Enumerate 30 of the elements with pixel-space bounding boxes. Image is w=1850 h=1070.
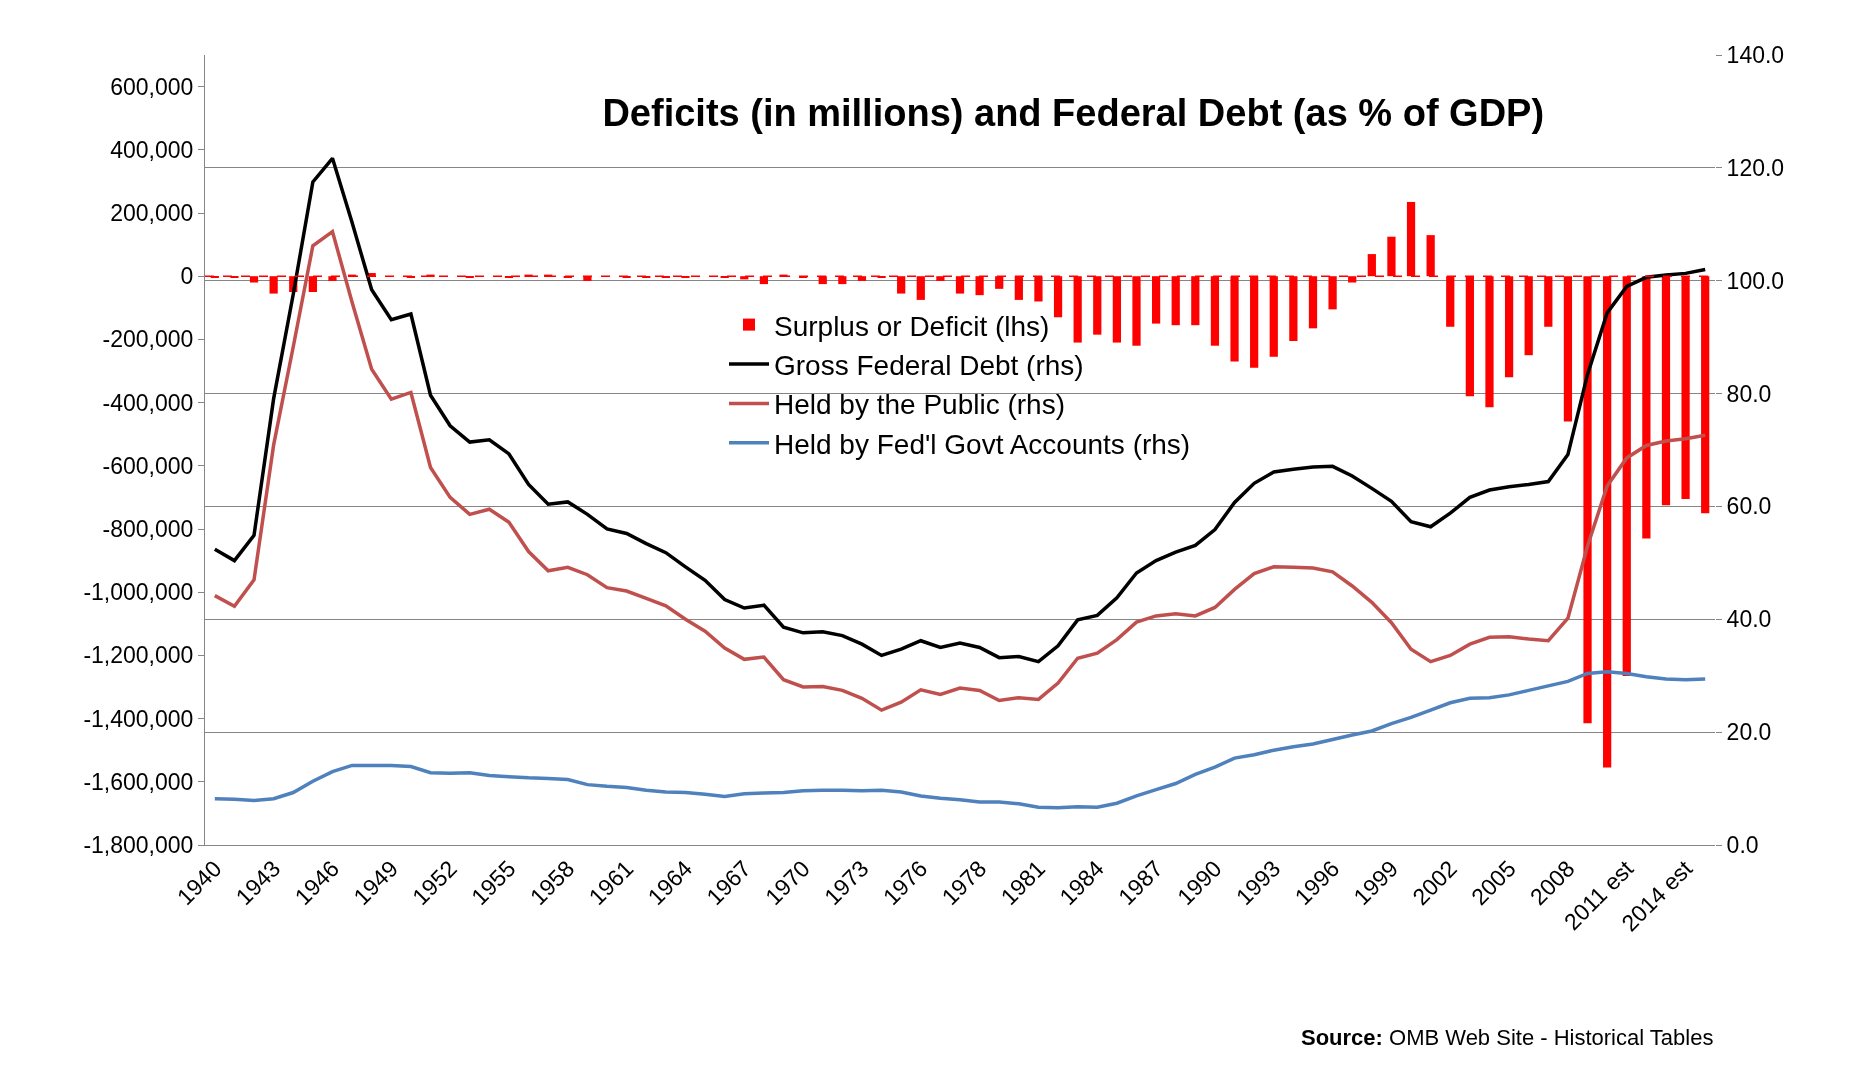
legend-label: Surplus or Deficit (lhs) <box>774 310 1050 342</box>
y-tick-label: 400,000 <box>110 136 194 163</box>
text: Deficits (in millions) and Federal Debt (as % of GDP) <box>602 91 1545 134</box>
y-tick-label: -1,000,000 <box>83 579 194 606</box>
y-tick-label: 200,000 <box>110 200 194 227</box>
source-note: Source: OMB Web Site - Historical Tables <box>1301 1025 1714 1050</box>
y2-tick-label: 80.0 <box>1726 380 1772 407</box>
y2-tick-label: 60.0 <box>1726 493 1772 520</box>
y-tick-label: -800,000 <box>102 516 194 543</box>
y2-tick-label: 40.0 <box>1726 606 1772 633</box>
y2-tick-label: 20.0 <box>1726 719 1772 746</box>
y-tick-label: 600,000 <box>110 73 194 100</box>
y-tick-label: -1,200,000 <box>83 642 194 669</box>
y-tick-label: -1,800,000 <box>83 832 194 859</box>
y-tick-label: -1,600,000 <box>83 768 194 795</box>
legend-label: Gross Federal Debt (rhs) <box>774 349 1084 381</box>
y2-tick-label: 100.0 <box>1726 267 1785 294</box>
line-series <box>213 670 1707 810</box>
line-series <box>213 156 1707 664</box>
y-tick-label: -600,000 <box>102 452 194 479</box>
legend-label: Held by Fed'l Govt Accounts (rhs) <box>774 428 1191 460</box>
y2-tick-label: 0.0 <box>1726 832 1759 859</box>
line-series <box>213 229 1707 712</box>
y-tick-label: 0 <box>180 263 194 290</box>
y-tick-label: -1,400,000 <box>83 705 194 732</box>
y2-tick-label: 140.0 <box>1726 42 1785 69</box>
y-tick-label: -400,000 <box>102 389 194 416</box>
legend-label: Held by the Public (rhs) <box>774 389 1066 421</box>
y2-tick-label: 120.0 <box>1726 154 1785 181</box>
y-tick-label: -200,000 <box>102 326 194 353</box>
